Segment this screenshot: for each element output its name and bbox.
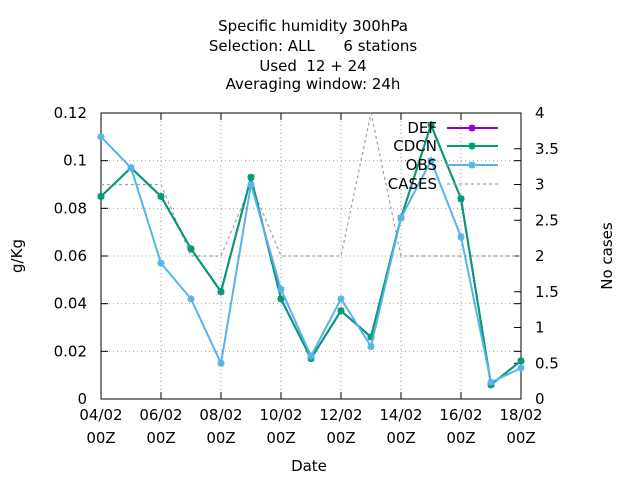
x-tick-label-date: 06/02	[139, 406, 182, 424]
data-point-cdcn	[97, 192, 105, 200]
data-point-cdcn	[217, 288, 225, 296]
x-tick-label-hour: 00Z	[386, 429, 415, 447]
y2-axis-title: No cases	[598, 222, 616, 290]
y-tick-label: 0.08	[54, 199, 87, 217]
legend-marker-cdcn	[468, 142, 476, 150]
x-tick-label-hour: 00Z	[266, 429, 295, 447]
data-point-cdcn	[517, 357, 525, 365]
legend-label-cases: CASES	[388, 175, 437, 193]
legend-marker-def	[468, 124, 476, 132]
data-point-cdcn	[247, 173, 255, 181]
x-tick-label-hour: 00Z	[326, 429, 355, 447]
data-point-obs	[457, 233, 465, 241]
y2-tick-label: 0	[535, 390, 545, 408]
x-tick-label-date: 12/02	[319, 406, 362, 424]
data-point-obs	[217, 359, 225, 367]
legend-label-obs: OBS	[406, 156, 437, 174]
series-line-obs	[100, 136, 522, 384]
y2-tick-label: 1	[535, 319, 545, 337]
y2-tick-label: 2	[535, 247, 545, 265]
data-point-obs	[427, 157, 435, 165]
data-point-cdcn	[157, 192, 165, 200]
data-point-obs	[157, 259, 165, 267]
data-point-obs	[487, 378, 495, 386]
y2-tick-label: 3	[535, 176, 545, 194]
legend-label-def: DEF	[407, 119, 437, 137]
data-point-cdcn	[277, 295, 285, 303]
data-point-obs	[397, 214, 405, 222]
x-axis-title: Date	[291, 457, 327, 475]
data-point-cdcn	[367, 333, 375, 341]
x-tick-label-date: 08/02	[199, 406, 242, 424]
y-tick-label: 0.06	[54, 247, 87, 265]
series-line-cases	[101, 112, 521, 257]
y2-tick-label: 1.5	[535, 283, 559, 301]
data-point-obs	[127, 164, 135, 172]
series-line-cdcn	[100, 121, 522, 387]
chart-title-line-2: Selection: ALL 6 stations	[208, 37, 418, 55]
y2-tick-label: 4	[535, 104, 545, 122]
data-point-cdcn	[337, 307, 345, 315]
data-point-cdcn	[427, 121, 435, 129]
data-point-obs	[307, 352, 315, 360]
chart-title-line-4: Averaging window: 24h	[225, 75, 401, 93]
x-tick-label-date: 14/02	[379, 406, 422, 424]
data-point-obs	[187, 295, 195, 303]
x-tick-label-hour: 00Z	[146, 429, 175, 447]
data-point-cdcn	[187, 245, 195, 253]
legend-label-cdcn: CDCN	[393, 137, 437, 155]
chart-title-line-1: Specific humidity 300hPa	[218, 17, 408, 35]
y2-tick-label: 3.5	[535, 140, 559, 158]
data-point-obs	[247, 181, 255, 188]
data-point-cdcn	[457, 195, 465, 203]
y-axis-title: g/Kg	[8, 239, 26, 273]
data-point-obs	[337, 295, 345, 303]
y2-tick-label: 2.5	[535, 211, 559, 229]
y2-tick-label: 0.5	[535, 354, 559, 372]
x-tick-label-hour: 00Z	[206, 429, 235, 447]
y-tick-label: 0.02	[54, 342, 87, 360]
chart-title-line-3: Used 12 + 24	[259, 57, 367, 75]
x-tick-label-date: 04/02	[79, 406, 122, 424]
x-tick-label-hour: 00Z	[506, 429, 535, 447]
x-tick-label-date: 10/02	[259, 406, 302, 424]
x-tick-label-date: 18/02	[499, 406, 542, 424]
data-point-obs	[367, 343, 375, 351]
data-point-obs	[517, 364, 525, 372]
legend-marker-obs	[468, 161, 476, 169]
x-tick-label-hour: 00Z	[86, 429, 115, 447]
data-point-obs	[277, 285, 285, 293]
y-tick-label: 0.1	[63, 152, 87, 170]
data-point-obs	[97, 133, 105, 141]
y-tick-label: 0.12	[54, 104, 87, 122]
series-line-def	[100, 121, 522, 387]
y-tick-label: 0.04	[54, 295, 87, 313]
y-tick-label: 0	[77, 390, 87, 408]
x-tick-label-date: 16/02	[439, 406, 482, 424]
x-tick-label-hour: 00Z	[446, 429, 475, 447]
